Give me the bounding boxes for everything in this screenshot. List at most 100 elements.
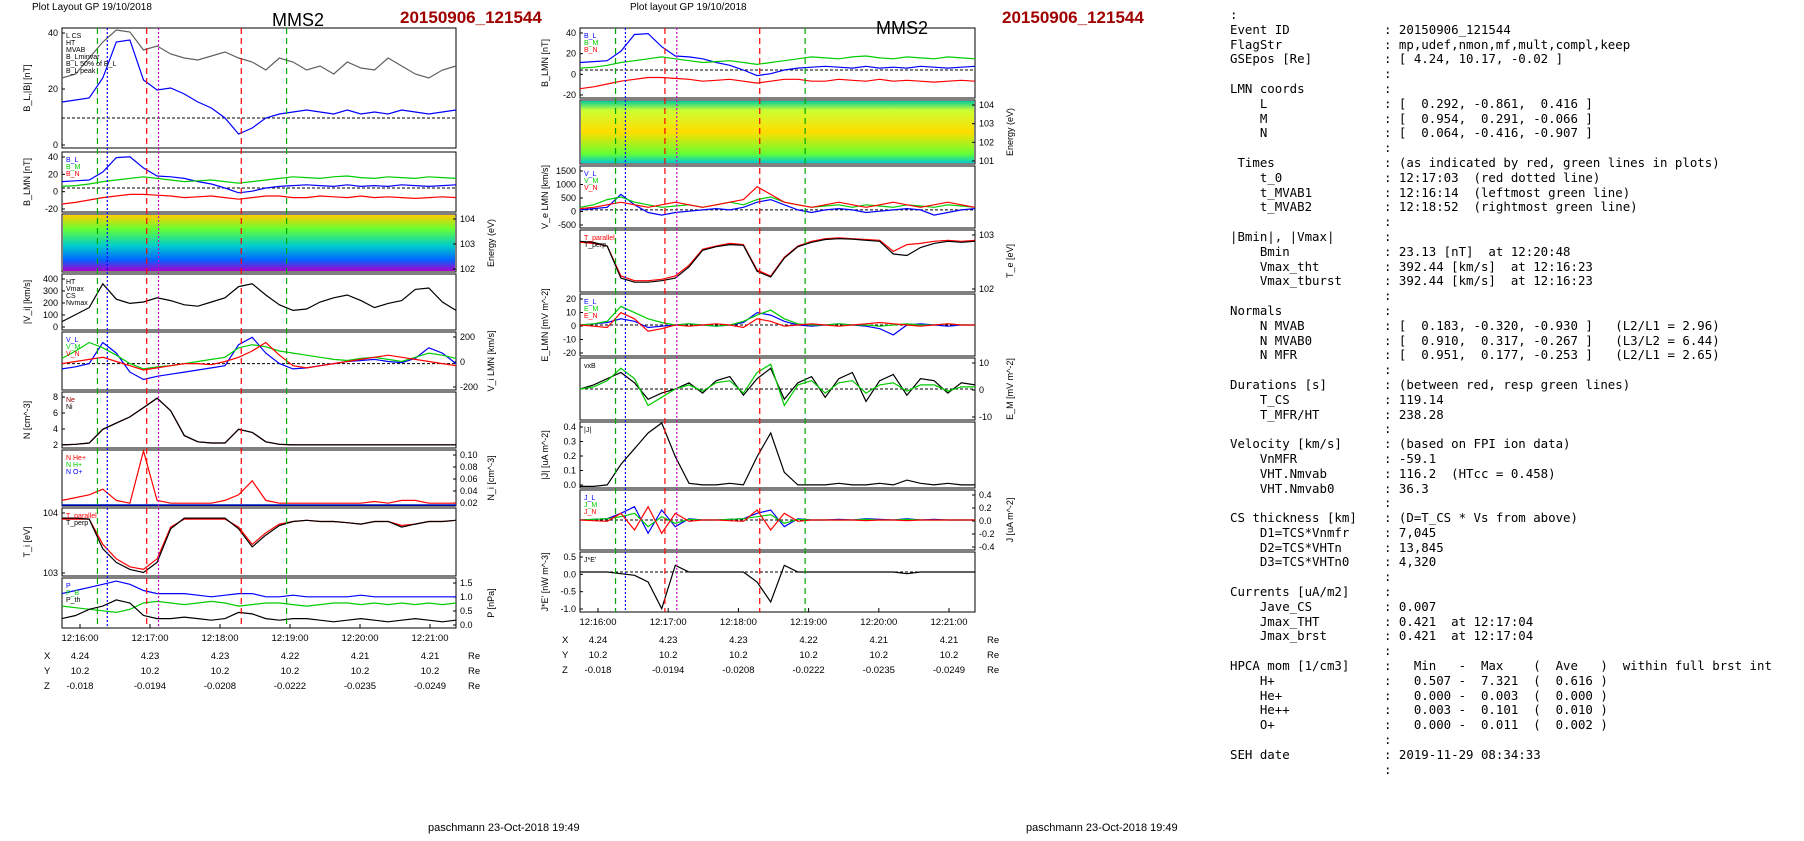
left-ylabel: N [cm^-3] — [22, 401, 32, 439]
info-line: N MFR: [ 0.951, 0.177, -0.253 ] (L2/L1 =… — [1230, 347, 1772, 363]
left-series-B_N — [61, 193, 457, 205]
left-ytick-label: 103 — [460, 239, 475, 249]
info-line: He++: 0.003 - 0.101 ( 0.010 ) — [1230, 703, 1772, 718]
left-series-P_B — [61, 600, 457, 614]
left-ytick-label: 102 — [460, 264, 475, 274]
right-ytick-label: 0.2 — [563, 451, 576, 461]
info-label: D3=TCS*VHTn0 — [1230, 554, 1350, 570]
info-line: Event ID: 20150906_121544 — [1230, 21, 1772, 38]
left-legend-entry: N O+ — [66, 469, 83, 476]
left-legend-entry: B_M — [66, 164, 81, 171]
left-ylabel: P [nPa] — [486, 588, 496, 617]
left-panel-frame — [61, 27, 457, 149]
info-label: Durations [s] — [1230, 376, 1327, 392]
right-ytick-label: 500 — [561, 193, 576, 203]
left-ephemeris-value: 4.23 — [141, 651, 160, 662]
left-ephemeris-value: 4.22 — [281, 651, 300, 662]
event-info-panel: : Event ID: 20150906_121544 FlagStr: mp,ud… — [1230, 7, 1772, 777]
info-line: : — [1230, 214, 1772, 230]
left-plot-header: Plot Layout GP 19/10/2018 — [32, 2, 152, 13]
right-ytick-label: 20 — [566, 294, 576, 304]
info-line: : — [1230, 421, 1772, 437]
right-time-tick-label: 12:21:00 — [931, 617, 968, 628]
info-line: Velocity [km/s]: (based on FPI ion data) — [1230, 436, 1772, 452]
left-ytick-label: 0 — [53, 187, 58, 197]
right-ytick-label: 103 — [979, 230, 994, 240]
right-legend-entry: |J| — [584, 427, 591, 434]
left-ylabel: |V_i| [km/s] — [22, 280, 32, 324]
info-line: : — [1230, 495, 1772, 511]
info-label: t_0 — [1230, 169, 1283, 185]
left-footer: paschmann 23-Oct-2018 19:49 — [428, 822, 580, 834]
info-line: Durations [s] : (between red, resp green … — [1230, 376, 1772, 393]
info-line: D2=TCS*VHTn: 13,845 — [1230, 540, 1772, 556]
info-line: VHT.Nmvab: 116.2 (HTcc = 0.458) — [1230, 465, 1772, 482]
left-ytick-label: 20 — [48, 84, 58, 94]
left-ytick-label: 0 — [53, 140, 58, 150]
left-panel-frame — [61, 391, 457, 449]
left-ephemeris-row-label: X — [44, 651, 51, 662]
info-value: : — [1384, 421, 1392, 437]
left-ytick-label: 400 — [43, 274, 58, 284]
left-legend-entry: Nvmax — [66, 300, 88, 307]
info-value: : [ 0.183, -0.320, -0.930 ] (L2/L1 = 2.9… — [1384, 317, 1720, 333]
left-legend-entry: HT — [66, 279, 76, 286]
right-ytick-label: -0.4 — [979, 542, 995, 552]
info-value: : — [1384, 362, 1392, 378]
right-ytick-label: 10 — [979, 358, 989, 368]
right-ephemeris-value: 4.23 — [729, 635, 748, 646]
info-line: VHT.Nmvab0: 36.3 — [1230, 480, 1772, 497]
left-legend-entry: B_N — [66, 171, 80, 178]
info-label: GSEpos [Re] — [1230, 51, 1313, 67]
info-value: : (between red, resp green lines) — [1384, 376, 1631, 392]
left-ephemeris-value: -0.018 — [67, 681, 94, 692]
info-label: VHT.Nmvab — [1230, 465, 1327, 481]
left-ytick-label: -200 — [460, 382, 478, 392]
info-value: : — [1384, 140, 1392, 156]
right-ytick-label: -10 — [979, 412, 992, 422]
info-label: Jave_CS — [1230, 598, 1313, 614]
left-legend-entry: B_L 50% of B_L — [66, 61, 116, 68]
info-value: : (D=T_CS * Vs from above) — [1384, 510, 1578, 526]
info-value: : 7,045 — [1384, 524, 1437, 540]
left-ephemeris-unit: Re — [468, 651, 480, 662]
right-panel-frame — [579, 551, 976, 613]
info-value: : [ 0.951, 0.177, -0.253 ] (L2/L1 = 2.65… — [1384, 347, 1720, 363]
left-ytick-label: 20 — [48, 169, 58, 179]
right-ytick-label: 0.0 — [979, 516, 992, 526]
info-line: N MVAB: [ 0.183, -0.320, -0.930 ] (L2/L1… — [1230, 317, 1772, 334]
right-event-title: 20150906_121544 — [1002, 8, 1144, 27]
right-ephemeris-value: 10.2 — [940, 650, 959, 661]
info-value: : — [1384, 584, 1392, 600]
info-label: Jmax_brst — [1230, 628, 1327, 644]
info-label: VHT.Nmvab0 — [1230, 480, 1335, 496]
right-ytick-label: 1000 — [556, 180, 576, 190]
info-line: : — [1230, 732, 1772, 748]
right-legend-entry: J*E' — [584, 557, 596, 564]
right-ytick-label: 20 — [566, 49, 576, 59]
right-ytick-label: -500 — [558, 220, 576, 230]
left-series-V_N — [61, 341, 457, 371]
left-series-P_th — [61, 599, 457, 623]
info-value: : 0.007 — [1384, 598, 1437, 614]
right-ytick-label: 0.4 — [979, 490, 992, 500]
info-line: : — [1230, 569, 1772, 585]
info-label: M — [1230, 110, 1268, 126]
left-series-V_M — [61, 341, 457, 370]
right-panel-frame — [579, 421, 976, 489]
right-legend-entry: E_N — [584, 313, 598, 320]
right-ytick-label: 10 — [566, 308, 576, 318]
info-line: N: [ 0.064, -0.416, -0.907 ] — [1230, 125, 1772, 141]
right-ylabel: B_LMN [nT] — [540, 39, 550, 87]
right-ephemeris-value: 4.23 — [659, 635, 678, 646]
left-ephemeris-value: 4.23 — [211, 651, 230, 662]
left-ephemeris-value: 10.2 — [211, 666, 230, 677]
info-value: : 0.003 - 0.101 ( 0.010 ) — [1384, 702, 1608, 718]
right-ytick-label: 102 — [979, 137, 994, 147]
info-label: Event ID — [1230, 21, 1290, 37]
right-ephemeris-value: -0.0222 — [792, 665, 824, 676]
right-ytick-label: 0 — [571, 207, 576, 217]
info-value: : [ 0.292, -0.861, 0.416 ] — [1384, 95, 1593, 111]
info-label: Jmax_THT — [1230, 613, 1320, 629]
